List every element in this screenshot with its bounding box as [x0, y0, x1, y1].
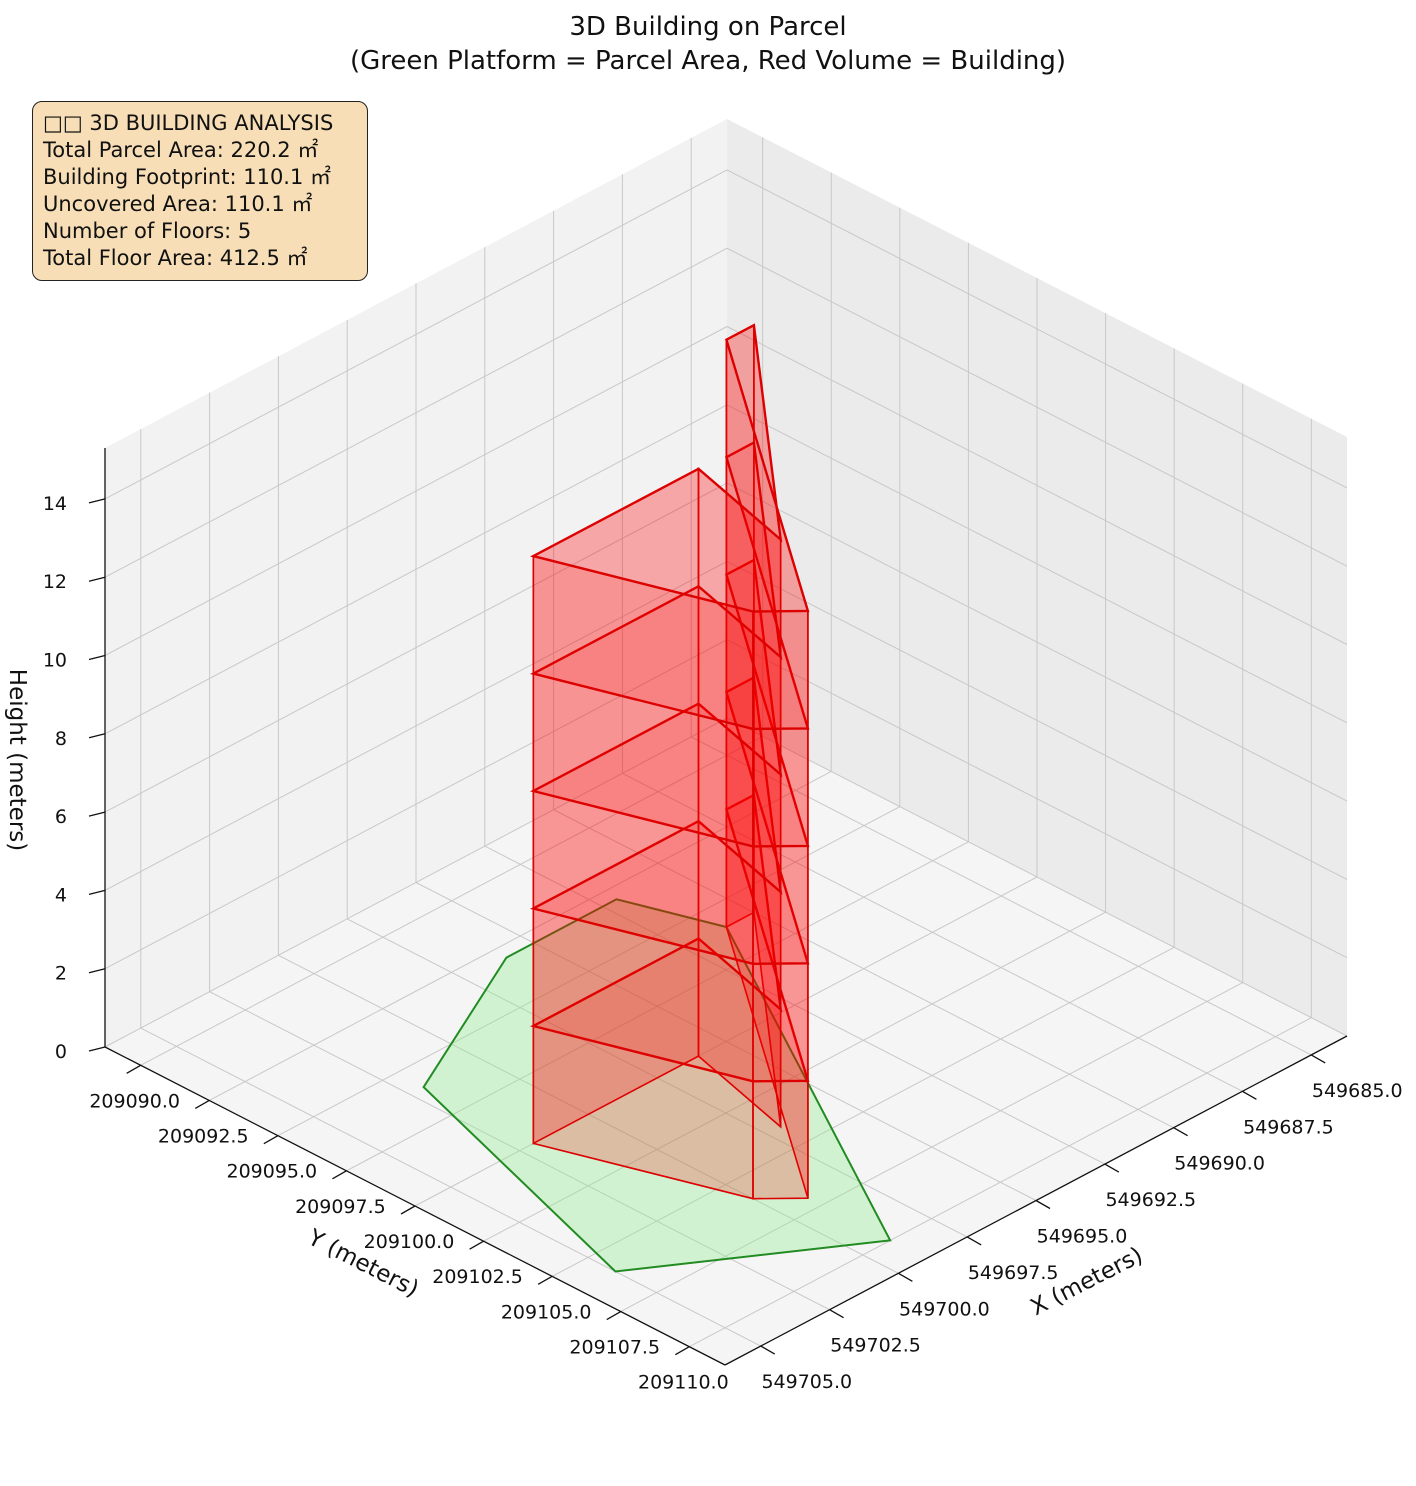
z-tick-label: 14 [43, 493, 67, 515]
y-tick [898, 1272, 913, 1282]
x-tick [194, 1099, 210, 1110]
y-tick-label: 549697.5 [968, 1262, 1059, 1284]
z-tick-label: 10 [43, 649, 67, 671]
x-tick-label: 209095.0 [226, 1161, 317, 1183]
y-tick-label: 549685.0 [1312, 1080, 1403, 1102]
y-tick-label: 549687.5 [1243, 1116, 1334, 1138]
y-tick-label: 549692.5 [1105, 1189, 1196, 1211]
y-tick [1310, 1054, 1326, 1064]
z-gridline [726, 482, 1348, 802]
info-line: Building Footprint: 110.1 ㎡ [43, 165, 332, 189]
x-tick [606, 1310, 622, 1321]
z-tick [88, 811, 106, 817]
z-tick [88, 968, 106, 974]
y-gridline [690, 736, 1312, 1056]
y-gridline [209, 991, 830, 1311]
z-tick-label: 8 [55, 728, 67, 750]
y-tick [829, 1309, 844, 1319]
x-tick-label: 209110.0 [638, 1372, 729, 1394]
z-gridline [726, 639, 1348, 959]
info-line: Number of Floors: 5 [43, 219, 252, 243]
chart-subtitle: (Green Platform = Parcel Area, Red Volum… [349, 46, 1067, 76]
z-tick-label: 4 [55, 884, 67, 906]
z-gridline [104, 639, 728, 970]
z-gridline [104, 404, 728, 735]
z-tick [88, 498, 106, 504]
z-tick-label: 6 [55, 806, 67, 828]
z-tick-label: 0 [55, 1041, 67, 1063]
z-gridline [726, 560, 1348, 880]
x-tick-label: 209105.0 [501, 1301, 592, 1323]
y-gridline [484, 845, 1106, 1165]
x-tick [332, 1170, 347, 1180]
building-floor-slab [529, 323, 810, 613]
chart-title: 3D Building on Parcel [569, 12, 847, 42]
z-axis-label: Height (meters) [4, 669, 30, 851]
info-line: Total Parcel Area: 220.2 ㎡ [43, 138, 319, 162]
z-gridline [726, 326, 1348, 645]
z-tick [88, 889, 106, 896]
x-tick-label: 209090.0 [89, 1090, 180, 1112]
z-tick-label: 2 [55, 963, 67, 985]
x-tick-label: 209107.5 [569, 1337, 660, 1359]
z-tick [88, 733, 106, 739]
x-tick-label: 209092.5 [158, 1125, 249, 1147]
x-tick [400, 1205, 416, 1215]
z-gridline [104, 717, 728, 1048]
z-tick-label: 12 [43, 571, 67, 593]
y-tick-label: 549705.0 [761, 1371, 852, 1393]
y-tick [760, 1345, 776, 1355]
x-tick-label: 209102.5 [432, 1266, 523, 1288]
z-gridline [726, 169, 1348, 489]
analysis-info-box: □□ 3D BUILDING ANALYSIS Total Parcel Are… [32, 101, 368, 281]
x-tick [675, 1346, 690, 1356]
x-tick [263, 1135, 279, 1145]
z-tick [88, 1046, 106, 1052]
x-tick-label: 209100.0 [364, 1231, 455, 1253]
z-tick [88, 576, 106, 582]
y-tick-label: 549695.0 [1037, 1226, 1128, 1248]
z-gridline [104, 247, 728, 578]
z-gridline [726, 404, 1348, 724]
y-tick-label: 549690.0 [1174, 1153, 1265, 1175]
x-tick [537, 1275, 553, 1285]
info-line: Uncovered Area: 110.1 ㎡ [43, 192, 313, 216]
y-gridline [553, 809, 1174, 1129]
info-line: Total Floor Area: 412.5 ㎡ [43, 246, 308, 270]
x-tick [126, 1064, 141, 1074]
info-heading: □□ 3D BUILDING ANALYSIS [43, 111, 334, 135]
y-tick [1035, 1199, 1051, 1210]
z-tick [88, 654, 106, 661]
x-tick [469, 1240, 484, 1250]
y-tick-label: 549700.0 [899, 1298, 990, 1320]
z-gridline [104, 560, 728, 891]
z-gridline [104, 169, 728, 500]
z-gridline [104, 482, 728, 813]
y-tick [1242, 1090, 1257, 1100]
z-gridline [726, 717, 1348, 1037]
z-gridline [726, 247, 1348, 567]
y-tick [1104, 1163, 1120, 1173]
y-tick [966, 1236, 982, 1246]
z-gridline [104, 326, 728, 656]
x-tick-label: 209097.5 [295, 1196, 386, 1218]
y-gridline [415, 882, 1037, 1201]
y-gridline [140, 1027, 762, 1347]
y-tick-label: 549702.5 [830, 1335, 921, 1357]
y-tick [1173, 1127, 1188, 1137]
